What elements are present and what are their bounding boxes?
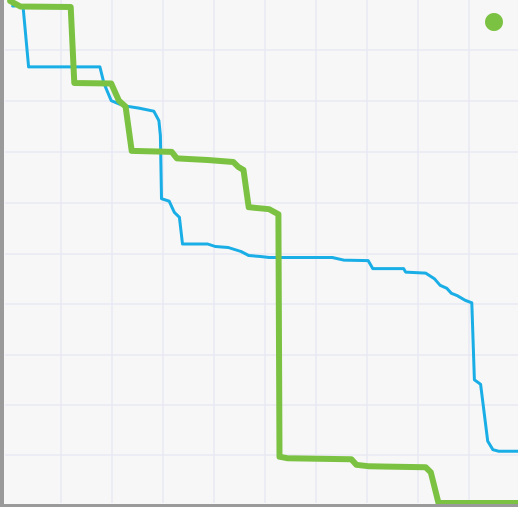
series-group	[7, 0, 518, 506]
legend-marker	[485, 13, 503, 31]
series-line-1	[11, 4, 518, 453]
legend	[485, 13, 503, 31]
series-line-2	[7, 0, 518, 506]
grid	[5, 0, 518, 503]
